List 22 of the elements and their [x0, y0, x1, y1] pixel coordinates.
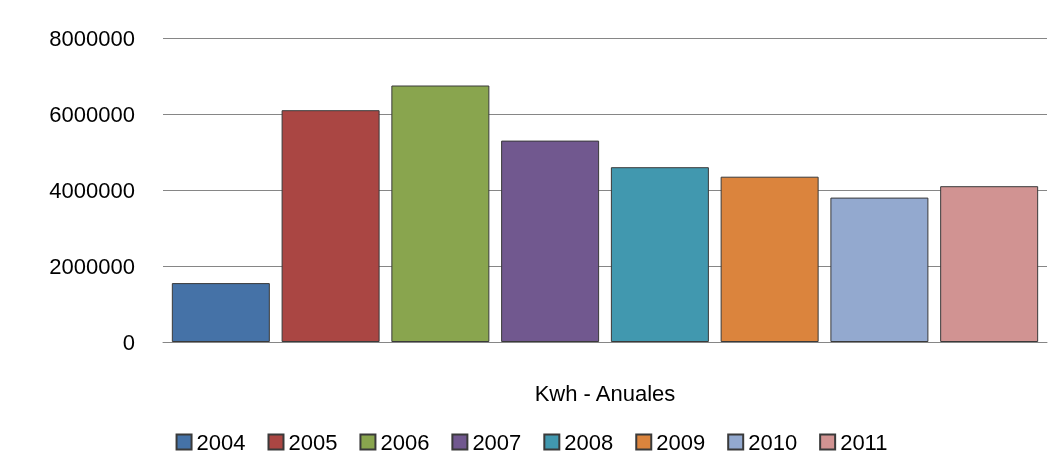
legend-label: 2007	[472, 429, 522, 455]
bar	[171, 283, 270, 342]
legend-label: 2008	[564, 429, 614, 455]
y-tick-label: 2000000	[49, 253, 135, 279]
y-tick-label: 6000000	[49, 101, 135, 127]
legend-label: 2005	[288, 429, 338, 455]
bar	[720, 176, 819, 342]
bar	[391, 85, 490, 342]
y-tick-label: 0	[122, 329, 135, 355]
legend-label: 2004	[196, 429, 246, 455]
bar	[830, 197, 929, 342]
bar	[610, 167, 709, 342]
bar	[281, 110, 380, 342]
y-tick-label: 4000000	[49, 177, 135, 203]
bar	[501, 140, 600, 342]
legend-label: 2010	[748, 429, 798, 455]
legend-label: 2006	[380, 429, 430, 455]
legend-label: 2009	[656, 429, 706, 455]
legend-label: 2011	[840, 429, 888, 455]
bar	[940, 186, 1039, 342]
x-tick-label: Kwh - Anuales	[534, 380, 676, 406]
y-tick-label: 8000000	[49, 25, 135, 51]
